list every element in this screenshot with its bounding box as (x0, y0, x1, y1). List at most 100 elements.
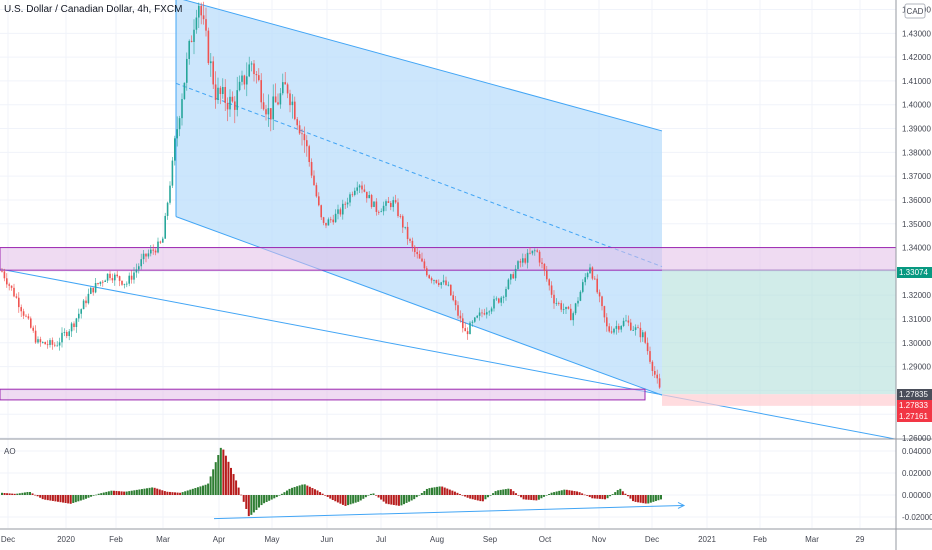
ao-bar (476, 495, 479, 501)
candle-body (183, 82, 186, 100)
candle-body (188, 40, 190, 59)
candle-body (291, 101, 294, 106)
candle-body (526, 252, 529, 263)
candle-body (562, 309, 565, 310)
candle-body (459, 315, 462, 319)
candle-body (289, 93, 291, 106)
price-tick-label: 1.38000 (902, 148, 931, 157)
ao-bar (326, 495, 329, 497)
ao-bar (87, 495, 90, 498)
candle-body (344, 203, 346, 205)
ao-bar (502, 489, 505, 495)
candle-body (543, 263, 546, 271)
ao-bar (364, 495, 367, 498)
candle-body (238, 81, 241, 91)
price-tick-label: 1.42000 (902, 53, 931, 62)
ao-bar (423, 490, 426, 495)
candle-body (610, 331, 613, 333)
ao-bar (494, 491, 497, 495)
price-tick-label: 1.31000 (902, 315, 931, 324)
price-tag (897, 389, 932, 400)
ao-bar (171, 492, 174, 495)
ao-bar (446, 488, 449, 495)
ao-bar (303, 484, 306, 495)
candle-body (426, 268, 428, 276)
currency-badge[interactable] (904, 3, 926, 19)
candle-body (658, 378, 661, 388)
candle-body (646, 342, 649, 352)
ao-bar (143, 488, 146, 495)
ao-bar (614, 492, 617, 495)
candle-body (392, 200, 394, 208)
price-tick-label: 1.39000 (902, 125, 931, 134)
candle-body (627, 320, 630, 323)
candle-body (651, 361, 654, 372)
ao-bar (250, 495, 253, 515)
candle-body (68, 331, 70, 337)
ao-bar (410, 495, 413, 501)
candle-body (178, 118, 181, 130)
candle-body (3, 271, 6, 279)
candle-body (397, 202, 399, 216)
ao-bar (397, 495, 400, 506)
ao-bar (191, 488, 194, 495)
ao-bar (186, 490, 189, 495)
ao-bar (357, 495, 360, 502)
candle-body (553, 294, 555, 304)
ao-bar (97, 493, 100, 495)
candle-body (634, 327, 637, 330)
ao-bar (479, 495, 482, 502)
ao-bar (390, 495, 393, 505)
ao-bar (301, 484, 304, 495)
ao-bar (481, 495, 484, 502)
ao-bar (229, 467, 232, 495)
candle-body (418, 254, 421, 259)
candles (1, 1, 661, 389)
ao-bar (296, 486, 299, 495)
ao-bar (11, 493, 14, 495)
ao-bar (224, 455, 227, 495)
candle-body (217, 87, 219, 100)
ao-bar (654, 495, 657, 502)
ao-bar (255, 495, 258, 510)
ao-bar (349, 495, 352, 505)
ao-bar (469, 495, 472, 499)
ao-bar (36, 495, 39, 497)
candle-body (111, 278, 114, 281)
candle-body (644, 332, 646, 343)
ao-bar (461, 495, 464, 496)
candle-body (99, 281, 102, 284)
ao-bar (507, 488, 510, 495)
time-tick-label: Mar (156, 535, 170, 544)
ao-bar (660, 495, 662, 500)
trendline (0, 268, 897, 440)
time-tick-label: Mar (805, 535, 819, 544)
ao-bar (596, 495, 599, 499)
candle-body (123, 283, 126, 285)
ao-bar (647, 495, 650, 504)
candle-body (339, 209, 342, 215)
candle-body (541, 262, 543, 264)
candle-body (138, 266, 140, 270)
ao-bar (219, 447, 222, 495)
candle-body (555, 302, 558, 304)
ao-bar (405, 495, 408, 503)
candle-body (262, 102, 265, 110)
candle-body (210, 61, 212, 64)
candle-body (414, 246, 416, 253)
time-tick-label: 2021 (698, 535, 716, 544)
ao-bar (179, 492, 182, 495)
candle-body (361, 185, 363, 190)
ao-bar (240, 494, 243, 496)
candle-body (654, 371, 656, 375)
candle-body (618, 326, 620, 330)
candle-body (500, 297, 502, 303)
ao-bar (573, 491, 576, 495)
ao-bar (578, 492, 581, 495)
ao-bar (308, 486, 311, 495)
ao-bar (140, 489, 143, 495)
time-tick-label: May (264, 535, 279, 544)
candle-body (296, 119, 298, 126)
ao-bar (265, 495, 268, 502)
